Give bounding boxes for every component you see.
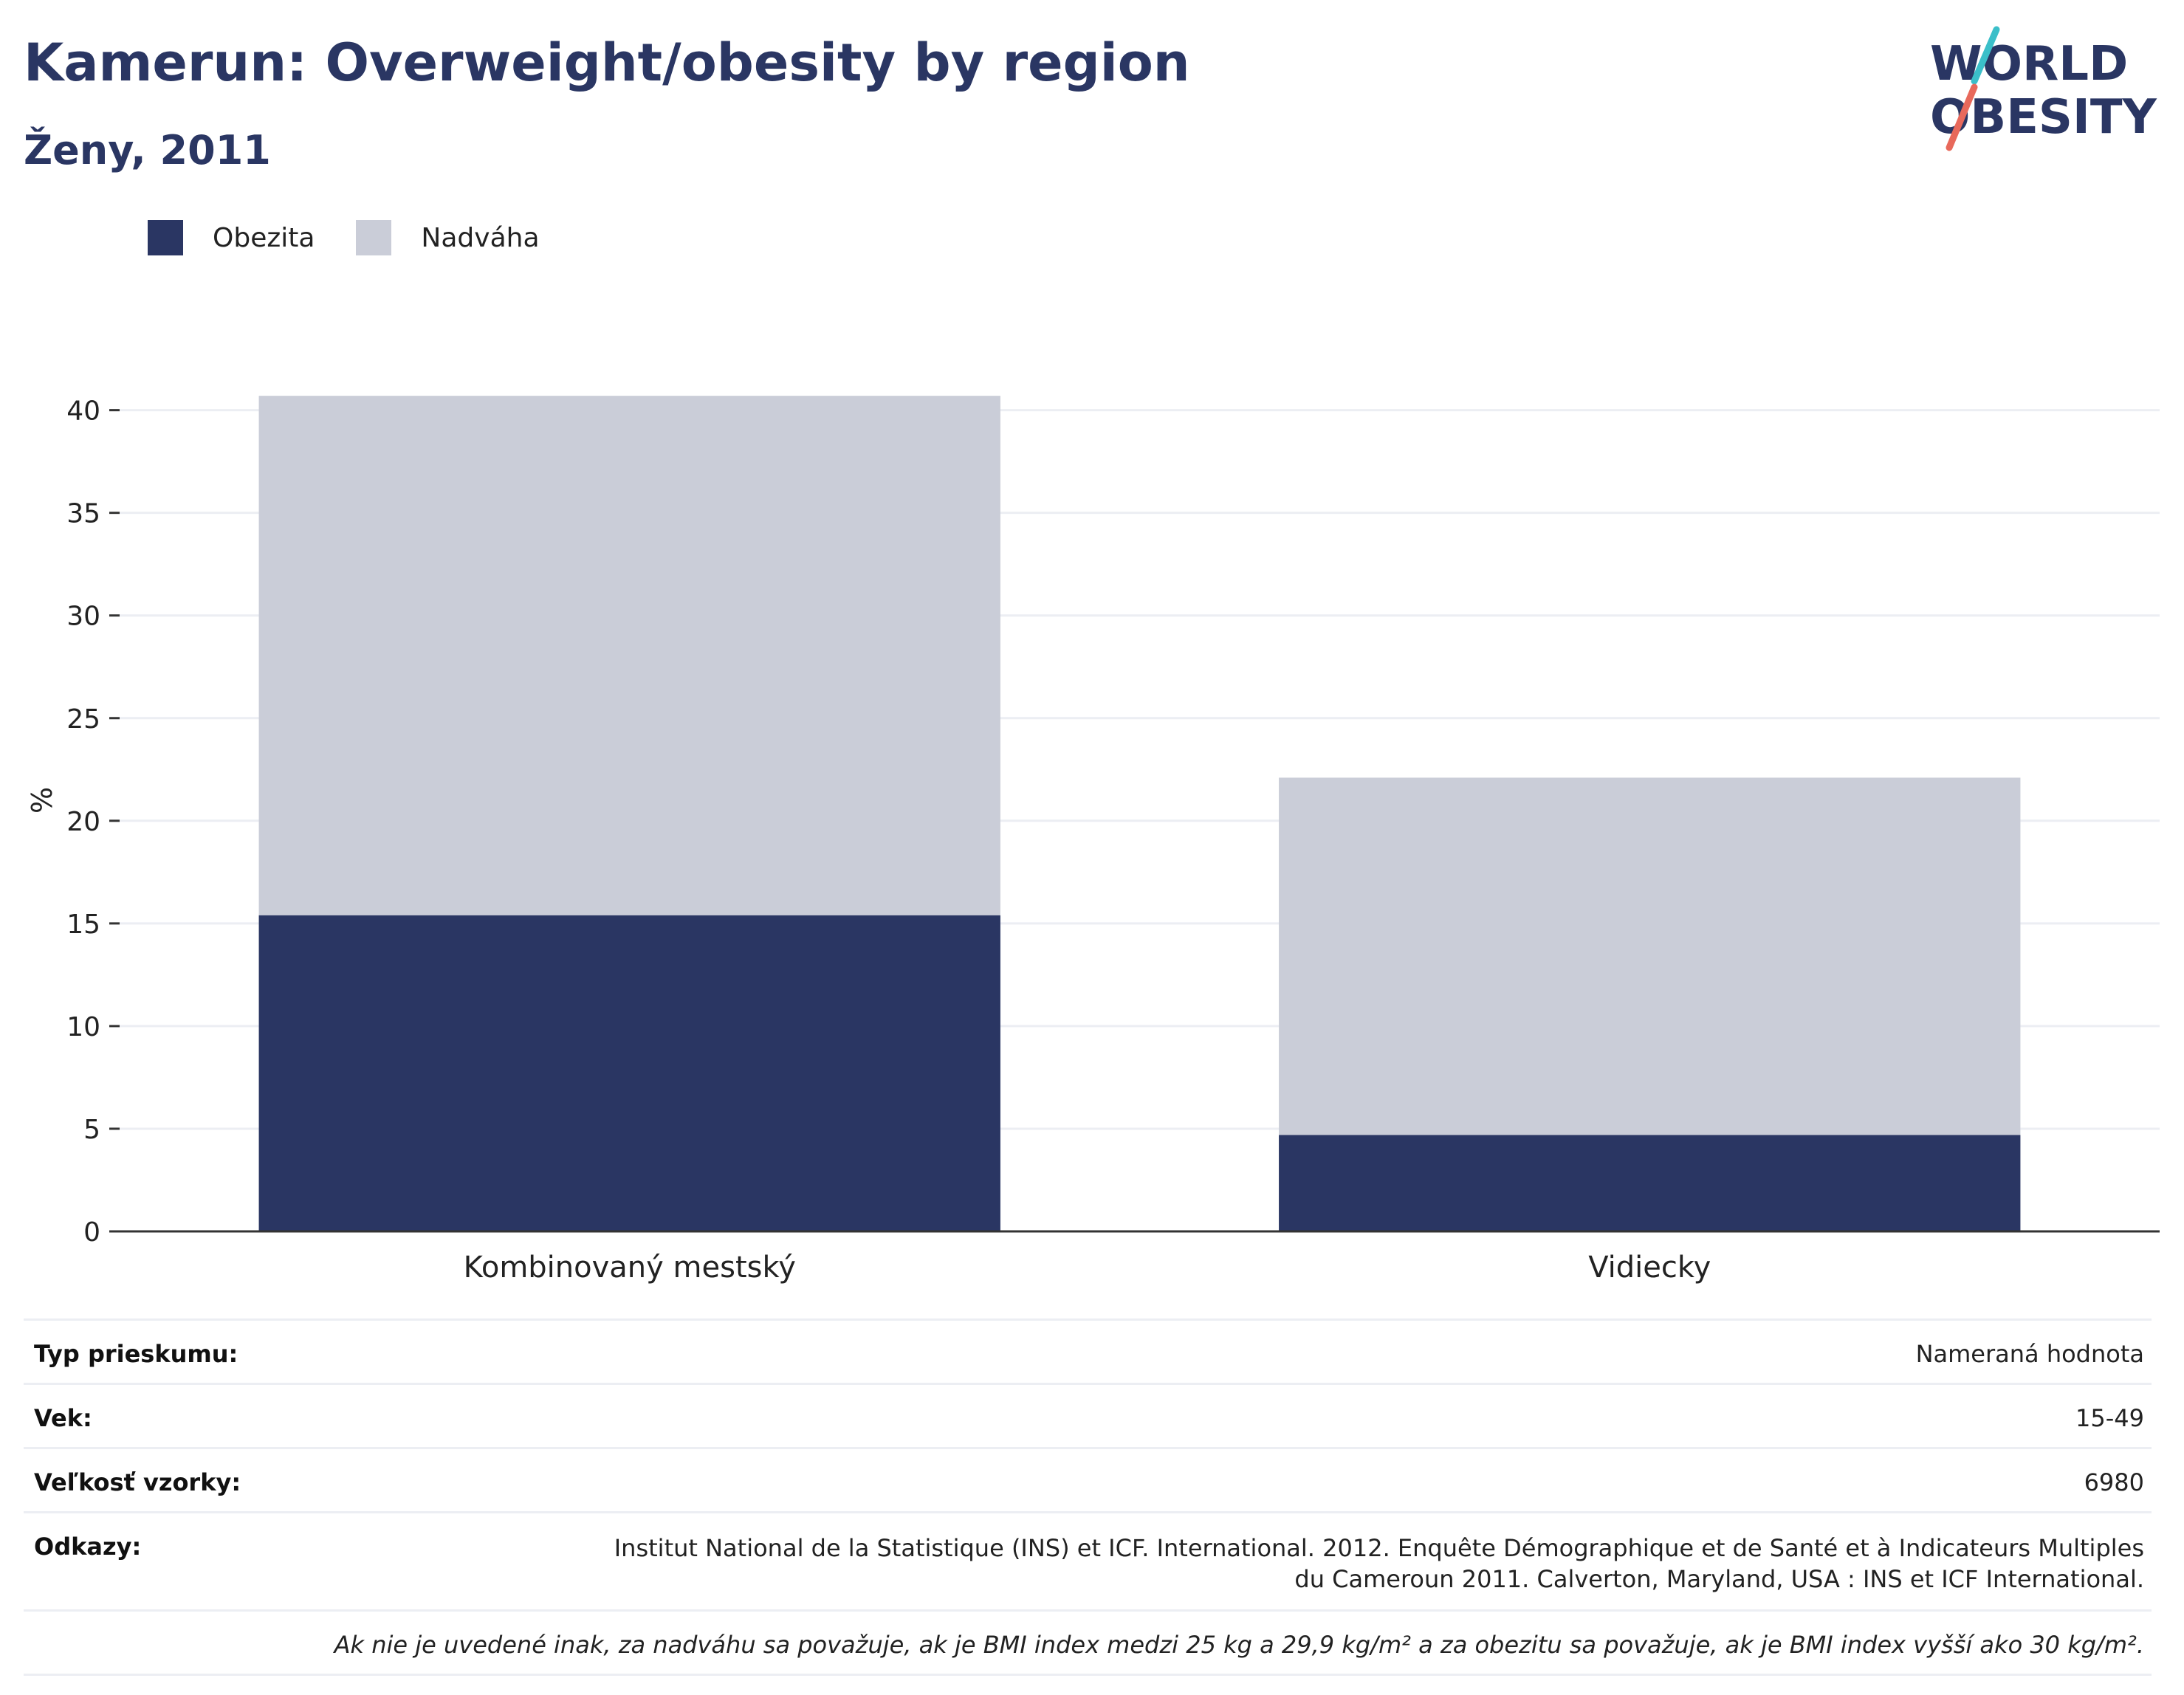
survey-type-label: Typ prieskumu:	[34, 1340, 238, 1368]
info-row-age: Vek: 15-49	[24, 1383, 2152, 1447]
page-title: Kamerun: Overweight/obesity by region	[24, 32, 1190, 93]
sample-size-label: Veľkosť vzorky:	[34, 1468, 241, 1496]
bar-nadvaha	[258, 396, 1000, 915]
logo-accent-teal	[1971, 26, 2000, 85]
y-tick-label: 35	[66, 499, 100, 529]
bar-obezita	[1279, 1135, 2021, 1231]
info-row-sample-size: Veľkosť vzorky: 6980	[24, 1447, 2152, 1511]
y-tick-label: 20	[66, 807, 100, 837]
info-row-references: Odkazy: Institut National de la Statisti…	[24, 1511, 2152, 1609]
definition-note: Ak nie je uvedené inak, za nadváhu sa po…	[334, 1631, 2144, 1659]
legend-item-nadvaha: Nadváha	[356, 220, 540, 255]
info-row-note: Ak nie je uvedené inak, za nadváhu sa po…	[24, 1609, 2152, 1676]
survey-type-value: Nameraná hodnota	[1915, 1340, 2144, 1368]
y-tick-label: 30	[66, 602, 100, 632]
y-tick-label: 40	[66, 396, 100, 427]
legend-label-obezita: Obezita	[213, 222, 315, 253]
bar-obezita	[258, 915, 1000, 1231]
x-tick-label: Kombinovaný mestský	[464, 1251, 796, 1285]
logo-accent-coral	[1946, 83, 1978, 151]
references-value: Institut National de la Statistique (INS…	[614, 1534, 2144, 1593]
sample-size-value: 6980	[2084, 1468, 2144, 1496]
info-table: Typ prieskumu: Nameraná hodnota Vek: 15-…	[24, 1318, 2152, 1676]
page-subtitle: Ženy, 2011	[24, 127, 271, 173]
age-label: Vek:	[34, 1404, 92, 1432]
bar-chart: 0 5 10 15 20 25 30 35 40% Kombinovaný mestský Vidi…	[26, 396, 2160, 1285]
logo-line1: WORLD	[1930, 37, 2128, 92]
bar-nadvaha	[1279, 777, 2021, 1135]
y-tick-label: 25	[66, 704, 100, 735]
legend-item-obezita: Obezita	[148, 220, 315, 255]
world-obesity-logo: WORLD OBESITY	[1930, 26, 2157, 151]
legend-label-nadvaha: Nadváha	[421, 222, 540, 253]
y-tick-label: 10	[66, 1012, 100, 1042]
age-value: 15-49	[2075, 1404, 2144, 1432]
y-axis-title: %	[26, 787, 58, 814]
info-row-survey-type: Typ prieskumu: Nameraná hodnota	[24, 1318, 2152, 1383]
legend-swatch-nadvaha	[356, 220, 392, 255]
y-tick-label: 15	[66, 910, 100, 940]
legend-swatch-obezita	[148, 220, 183, 255]
x-tick-label: Vidiecky	[1588, 1251, 1711, 1285]
chart-legend: Obezita Nadváha	[148, 220, 581, 255]
y-tick-label: 5	[83, 1115, 100, 1145]
references-label: Odkazy:	[34, 1533, 142, 1561]
y-tick-label: 0	[83, 1217, 100, 1248]
